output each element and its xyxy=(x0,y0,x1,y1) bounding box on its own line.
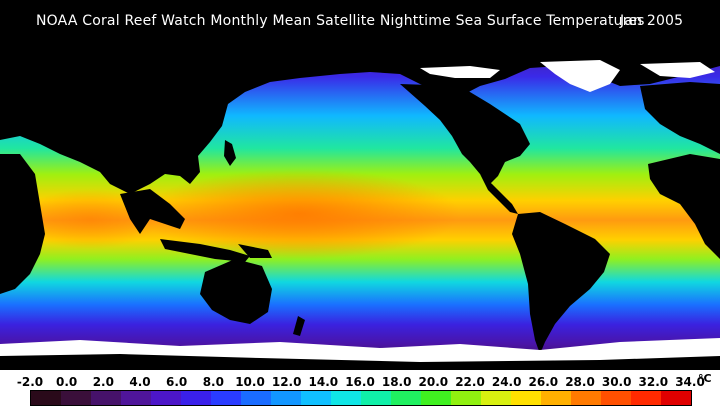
central-america xyxy=(480,174,518,214)
scale-tick-label: 32.0 xyxy=(638,375,669,389)
new-guinea xyxy=(238,244,272,258)
scale-tick-label: 12.0 xyxy=(271,375,302,389)
color-swatch xyxy=(121,391,151,405)
scale-tick-label: 0.0 xyxy=(56,375,78,389)
color-swatch xyxy=(301,391,331,405)
scale-tick-label: 20.0 xyxy=(418,375,449,389)
arctic-ice-east xyxy=(640,62,715,78)
color-swatch xyxy=(451,391,481,405)
color-swatch xyxy=(331,391,361,405)
color-swatch xyxy=(271,391,301,405)
scale-tick-label: 4.0 xyxy=(129,375,151,389)
asia-southeast xyxy=(120,189,185,234)
map-title: NOAA Coral Reef Watch Monthly Mean Satel… xyxy=(36,13,645,29)
color-swatch xyxy=(631,391,661,405)
south-america xyxy=(512,212,610,354)
scale-tick-label: 2.0 xyxy=(92,375,114,389)
japan xyxy=(224,140,236,166)
color-swatch xyxy=(151,391,181,405)
north-america xyxy=(400,84,530,184)
title-bar: NOAA Coral Reef Watch Monthly Mean Satel… xyxy=(0,0,720,44)
scale-tick-label: 18.0 xyxy=(381,375,412,389)
scale-tick-label: 10.0 xyxy=(235,375,265,389)
color-swatch xyxy=(31,391,61,405)
color-swatch xyxy=(391,391,421,405)
color-bar xyxy=(30,390,692,406)
scale-tick-label: 28.0 xyxy=(565,375,595,389)
sst-map xyxy=(0,44,720,370)
color-swatch xyxy=(61,391,91,405)
scale-tick-label: 6.0 xyxy=(166,375,188,389)
new-zealand xyxy=(293,316,305,336)
map-date: Jan 2005 xyxy=(620,13,684,29)
color-swatch xyxy=(661,391,691,405)
color-swatch xyxy=(541,391,571,405)
africa xyxy=(0,154,45,294)
scale-tick-label: 22.0 xyxy=(455,375,485,389)
antarctica xyxy=(0,354,720,370)
warm-pool xyxy=(140,169,460,259)
color-swatch xyxy=(571,391,601,405)
color-swatch xyxy=(91,391,121,405)
color-swatch xyxy=(601,391,631,405)
greenland-ice xyxy=(540,60,620,92)
color-scale: -2.0 0.0 2.0 4.0 6.0 8.0 10.0 12.0 14.0 16.0 18.0 2… xyxy=(0,370,720,411)
color-swatch xyxy=(511,391,541,405)
europe xyxy=(640,82,720,154)
scale-unit: °C xyxy=(698,372,712,385)
scale-tick-label: 34.0 xyxy=(675,375,705,389)
north-land xyxy=(0,44,720,194)
australia xyxy=(200,259,272,324)
color-swatch xyxy=(211,391,241,405)
africa-west xyxy=(648,154,720,259)
scale-tick-label: 24.0 xyxy=(491,375,522,389)
scale-tick-label: 14.0 xyxy=(308,375,339,389)
color-swatch xyxy=(241,391,271,405)
scale-tick-label: 16.0 xyxy=(345,375,375,389)
color-swatch xyxy=(421,391,451,405)
scale-tick-label: 30.0 xyxy=(601,375,632,389)
color-swatch xyxy=(481,391,511,405)
color-swatch xyxy=(361,391,391,405)
scale-tick-label: -2.0 xyxy=(16,375,44,389)
indonesia xyxy=(160,239,250,262)
scale-tick-label: 26.0 xyxy=(528,375,559,389)
scale-tick-label: 8.0 xyxy=(202,375,224,389)
color-swatch xyxy=(181,391,211,405)
arctic-ice xyxy=(420,66,500,78)
